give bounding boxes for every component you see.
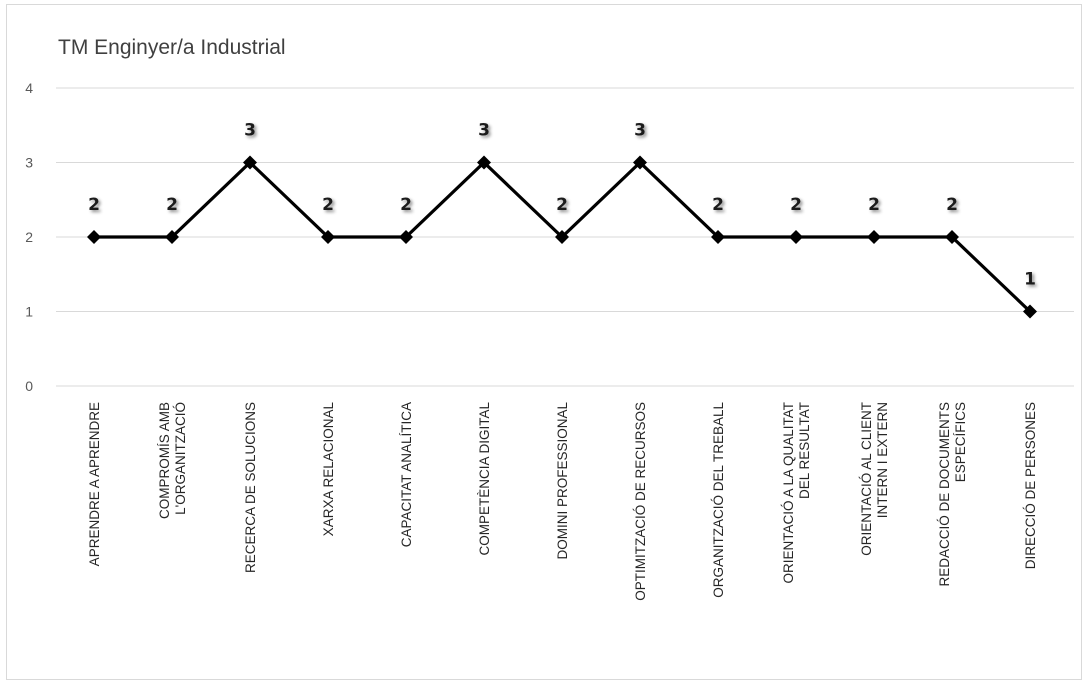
x-tick-label-line: OPTIMITZACIÓ DE RECURSOS xyxy=(633,402,648,601)
x-tick-label: ORIENTACIÓ A LA QUALITAT DEL RESULTAT xyxy=(781,402,812,584)
data-point-marker xyxy=(477,155,491,170)
data-label: 2 xyxy=(556,195,568,215)
data-label: 1 xyxy=(1024,270,1036,290)
data-point-marker xyxy=(243,155,257,170)
x-tick-label-line: DEL RESULTAT xyxy=(797,402,812,499)
y-tick-label: 4 xyxy=(25,80,33,96)
x-axis-tick-labels: APRENDRE A APRENDRE COMPROMÍS AMB L'ORGANI… xyxy=(87,402,1038,601)
x-tick-label: ORIENTACIÓ AL CLIENT INTERN I EXTERN xyxy=(859,402,890,556)
data-point-marker xyxy=(633,155,647,170)
data-label: 2 xyxy=(322,195,334,215)
x-tick-label-line: ESPECÍFICS xyxy=(953,402,968,482)
y-axis-tick-labels: 0 1 2 3 4 xyxy=(25,80,33,394)
data-label: 2 xyxy=(946,195,958,215)
data-point-marker xyxy=(945,230,959,244)
data-point-marker xyxy=(165,230,179,244)
x-tick-label-line: APRENDRE A APRENDRE xyxy=(87,402,102,566)
x-tick-label: ORGANITZACIÓ DEL TREBALL xyxy=(711,402,726,598)
data-point-marker xyxy=(789,230,803,244)
data-label: 2 xyxy=(88,195,100,215)
data-label: 3 xyxy=(244,121,256,141)
y-tick-label: 2 xyxy=(25,229,33,245)
x-tick-label-line: XARXA RELACIONAL xyxy=(321,402,336,537)
data-point-marker xyxy=(555,230,569,244)
x-tick-label-line: COMPETÈNCIA DIGITAL xyxy=(477,402,492,556)
data-point-marker xyxy=(867,230,881,244)
data-label: 2 xyxy=(166,195,178,215)
data-label: 2 xyxy=(790,195,802,215)
x-tick-label: COMPROMÍS AMB L'ORGANITZACIÓ xyxy=(157,402,188,519)
y-tick-label: 1 xyxy=(25,304,33,320)
x-tick-label: REDACCIÓ DE DOCUMENTS ESPECÍFICS xyxy=(937,402,968,587)
data-label: 2 xyxy=(712,195,724,215)
data-label: 3 xyxy=(634,121,646,141)
x-tick-label-line: ORIENTACIÓ AL CLIENT xyxy=(859,402,874,556)
x-tick-label-line: ORIENTACIÓ A LA QUALITAT xyxy=(781,402,796,584)
markers xyxy=(87,155,1037,319)
chart-title: TM Enginyer/a Industrial xyxy=(58,36,286,59)
x-tick-label-line: COMPROMÍS AMB xyxy=(157,402,172,519)
x-tick-label-line: DOMINI PROFESSIONAL xyxy=(555,402,570,560)
x-tick-label: APRENDRE A APRENDRE xyxy=(87,402,102,566)
x-tick-label: CAPACITAT ANALÍTICA xyxy=(399,402,414,547)
data-labels: 2 2 3 2 2 3 2 3 2 2 2 2 1 xyxy=(88,121,1036,290)
y-tick-label: 3 xyxy=(25,155,33,171)
data-label: 2 xyxy=(868,195,880,215)
data-point-marker xyxy=(1023,304,1037,319)
data-point-marker xyxy=(399,230,413,244)
x-tick-label-line: ORGANITZACIÓ DEL TREBALL xyxy=(711,402,726,598)
data-point-marker xyxy=(321,230,335,244)
data-point-marker xyxy=(711,230,725,244)
data-point-marker xyxy=(87,230,101,244)
x-tick-label: RECERCA DE SOLUCIONS xyxy=(243,402,258,573)
chart-frame xyxy=(6,4,1082,680)
x-tick-label: DIRECCIÓ DE PERSONES xyxy=(1023,402,1038,569)
x-tick-label: COMPETÈNCIA DIGITAL xyxy=(477,402,492,556)
x-tick-label-line: L'ORGANITZACIÓ xyxy=(173,402,188,515)
x-tick-label: DOMINI PROFESSIONAL xyxy=(555,402,570,560)
data-label: 2 xyxy=(400,195,412,215)
x-tick-label-line: REDACCIÓ DE DOCUMENTS xyxy=(937,402,952,587)
data-label: 3 xyxy=(478,121,490,141)
y-tick-label: 0 xyxy=(25,378,33,394)
x-tick-label-line: DIRECCIÓ DE PERSONES xyxy=(1023,402,1038,569)
x-tick-label-line: CAPACITAT ANALÍTICA xyxy=(399,402,414,547)
x-tick-label: OPTIMITZACIÓ DE RECURSOS xyxy=(633,402,648,601)
x-tick-label-line: RECERCA DE SOLUCIONS xyxy=(243,402,258,573)
x-tick-label-line: INTERN I EXTERN xyxy=(875,402,890,518)
x-tick-label: XARXA RELACIONAL xyxy=(321,402,336,537)
